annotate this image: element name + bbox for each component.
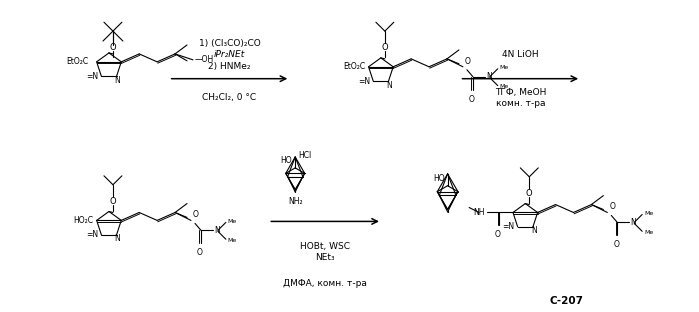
Text: ДМФА, комн. т-ра: ДМФА, комн. т-ра	[283, 279, 367, 288]
Text: O: O	[465, 57, 471, 66]
Text: HO: HO	[433, 174, 445, 183]
Text: O: O	[197, 248, 203, 257]
Text: HCl: HCl	[298, 150, 312, 159]
Text: O: O	[469, 95, 475, 104]
Text: C-207: C-207	[549, 296, 583, 306]
Text: O: O	[613, 240, 619, 249]
Text: NH₂: NH₂	[288, 197, 303, 206]
Text: N: N	[531, 226, 537, 235]
Text: 1) (Cl₃CO)₂CO: 1) (Cl₃CO)₂CO	[199, 38, 260, 47]
Text: N: N	[214, 226, 219, 235]
Text: O: O	[382, 43, 388, 52]
Text: Me: Me	[500, 65, 509, 70]
Text: NEt₃: NEt₃	[315, 253, 335, 261]
Text: NH: NH	[474, 208, 485, 217]
Text: EtO₂C: EtO₂C	[66, 57, 89, 66]
Text: O: O	[495, 230, 501, 239]
Text: O: O	[193, 210, 199, 219]
Text: Me: Me	[228, 238, 237, 243]
Text: HOBt, WSC: HOBt, WSC	[300, 242, 350, 251]
Text: O: O	[110, 43, 116, 52]
Text: —OH: —OH	[195, 55, 214, 64]
Text: =N: =N	[358, 77, 370, 86]
Text: комн. т-ра: комн. т-ра	[496, 99, 545, 108]
Text: O: O	[110, 197, 116, 206]
Text: O: O	[610, 202, 615, 212]
Text: =N: =N	[503, 222, 514, 232]
Text: N: N	[630, 218, 636, 227]
Text: Me: Me	[500, 84, 509, 89]
Text: 2) HNMe₂: 2) HNMe₂	[208, 62, 251, 71]
Text: EtO₂C: EtO₂C	[343, 62, 366, 71]
Text: N: N	[115, 234, 120, 243]
Text: Me: Me	[228, 219, 237, 224]
Text: ТГФ, MeOH: ТГФ, MeOH	[495, 88, 546, 97]
Text: =N: =N	[86, 230, 99, 239]
Text: CH₂Cl₂, 0 °C: CH₂Cl₂, 0 °C	[203, 93, 257, 102]
Text: Me: Me	[644, 211, 654, 216]
Text: =N: =N	[86, 72, 99, 81]
Text: iPr₂NEt: iPr₂NEt	[214, 51, 245, 59]
Text: N: N	[115, 76, 120, 85]
Text: N: N	[387, 81, 392, 90]
Text: N: N	[486, 72, 491, 81]
Text: HO₂C: HO₂C	[73, 216, 94, 225]
Text: O: O	[526, 189, 533, 198]
Text: Me: Me	[644, 230, 654, 235]
Text: 4N LiOH: 4N LiOH	[502, 51, 539, 59]
Text: HO: HO	[280, 156, 292, 165]
